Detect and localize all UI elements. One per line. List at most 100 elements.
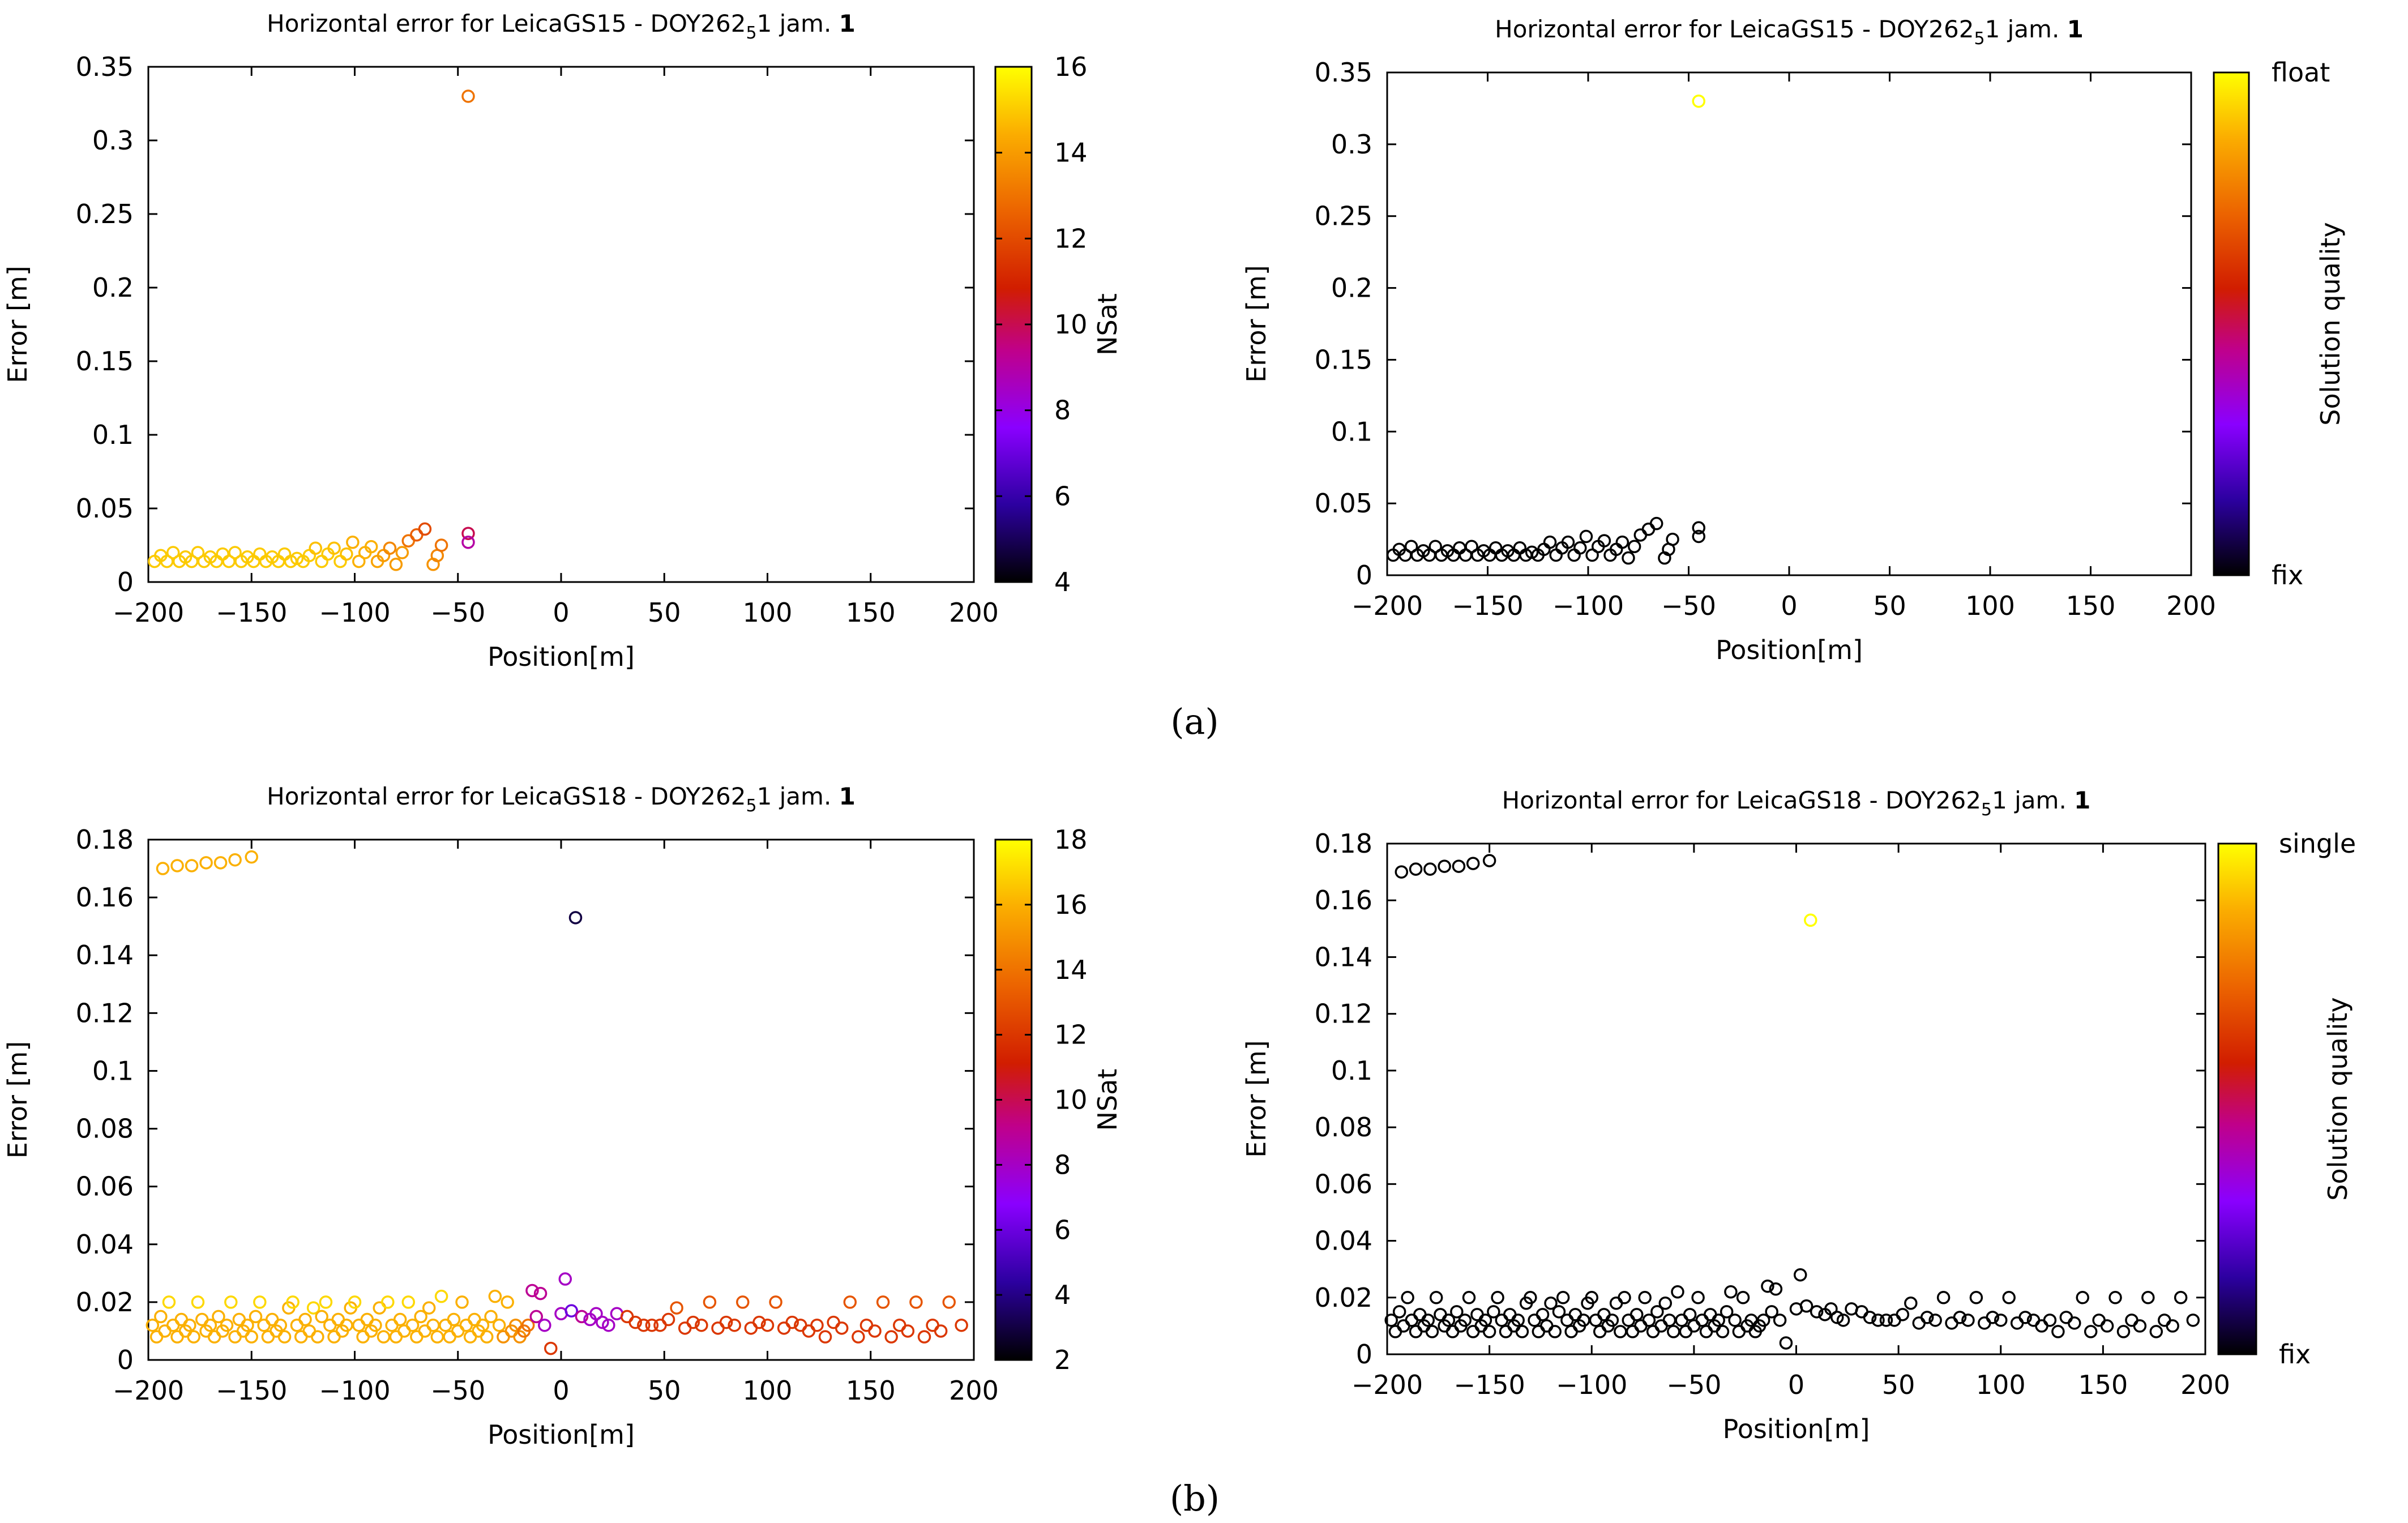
data-point bbox=[232, 1312, 246, 1327]
data-point bbox=[827, 1315, 840, 1329]
data-point bbox=[1549, 548, 1563, 562]
panel-label-a: (a) bbox=[1170, 701, 1218, 742]
data-point bbox=[1728, 1314, 1742, 1327]
y-tick-label: 0.02 bbox=[1315, 1282, 1372, 1313]
data-point bbox=[1425, 1325, 1439, 1338]
data-point bbox=[290, 551, 304, 566]
data-point bbox=[1513, 541, 1527, 555]
data-point bbox=[1453, 541, 1466, 555]
data-point bbox=[1773, 1314, 1787, 1327]
data-point bbox=[1650, 1305, 1664, 1319]
data-point bbox=[589, 1307, 603, 1321]
data-point bbox=[1597, 1308, 1611, 1321]
data-point bbox=[1679, 1325, 1693, 1338]
data-point bbox=[185, 554, 199, 568]
data-point bbox=[284, 554, 298, 568]
data-point bbox=[492, 1318, 506, 1332]
data-point bbox=[1691, 1291, 1705, 1304]
data-point bbox=[443, 1330, 456, 1344]
x-tick-label: 150 bbox=[2066, 591, 2116, 621]
data-point bbox=[195, 1312, 209, 1327]
data-point bbox=[333, 554, 347, 568]
data-point bbox=[653, 1318, 667, 1332]
data-point bbox=[1626, 1325, 1640, 1338]
data-point bbox=[1482, 854, 1496, 867]
x-tick-label: −50 bbox=[1666, 1370, 1721, 1400]
data-point bbox=[1452, 859, 1466, 873]
y-tick-label: 0.18 bbox=[1315, 828, 1372, 859]
data-point bbox=[2158, 1314, 2171, 1327]
data-point bbox=[1716, 1325, 1730, 1338]
x-axis-label: Position[m] bbox=[1716, 635, 1863, 665]
colorbar-tick-label: 8 bbox=[1054, 395, 1071, 426]
y-tick-label: 0.2 bbox=[1331, 273, 1372, 303]
x-tick-label: −50 bbox=[1661, 591, 1716, 621]
data-point bbox=[261, 1330, 275, 1344]
data-point bbox=[568, 911, 583, 925]
y-tick-label: 0.3 bbox=[1331, 129, 1372, 160]
data-point bbox=[1699, 1325, 1713, 1338]
data-point bbox=[418, 522, 432, 536]
data-point bbox=[346, 536, 360, 549]
data-point bbox=[397, 1324, 411, 1338]
data-point bbox=[926, 1318, 939, 1332]
y-tick-label: 0 bbox=[117, 1345, 134, 1375]
colorbar-label: NSat bbox=[1092, 293, 1123, 356]
data-point bbox=[447, 1312, 461, 1327]
data-point bbox=[884, 1330, 898, 1344]
data-point bbox=[785, 1315, 799, 1329]
data-point bbox=[166, 546, 180, 559]
data-point bbox=[1810, 1305, 1824, 1319]
data-point bbox=[1552, 1305, 1566, 1319]
panel-label-b: (b) bbox=[1170, 1478, 1220, 1519]
data-point bbox=[1622, 551, 1635, 565]
data-point bbox=[1556, 1291, 1570, 1304]
data-point bbox=[1654, 1319, 1668, 1333]
data-point bbox=[678, 1321, 692, 1335]
data-point bbox=[1524, 1291, 1537, 1304]
x-tick-label: −200 bbox=[113, 597, 184, 628]
data-point bbox=[711, 1321, 725, 1335]
data-point bbox=[1704, 1308, 1717, 1321]
data-point bbox=[241, 1318, 254, 1332]
colorbar-tick-label: fix bbox=[2272, 560, 2303, 591]
data-point bbox=[1409, 862, 1423, 876]
data-point bbox=[1683, 1308, 1697, 1321]
data-point bbox=[728, 1318, 741, 1332]
x-tick-label: 150 bbox=[846, 597, 896, 628]
data-point bbox=[183, 1318, 196, 1332]
chart-a-left: Horizontal error for LeicaGS15 - DOY2625… bbox=[2, 10, 1123, 672]
data-point bbox=[1397, 1319, 1410, 1333]
x-axis-label: Position[m] bbox=[1723, 1414, 1870, 1444]
data-point bbox=[1618, 1291, 1631, 1304]
data-point bbox=[228, 853, 242, 867]
data-point bbox=[544, 1341, 558, 1355]
data-point bbox=[686, 1315, 700, 1329]
colorbar-tick-label: single bbox=[2279, 828, 2356, 859]
x-tick-label: 50 bbox=[1882, 1370, 1915, 1400]
data-point bbox=[461, 536, 475, 549]
x-tick-label: −150 bbox=[1452, 591, 1523, 621]
data-point bbox=[501, 1295, 514, 1309]
x-tick-label: 50 bbox=[648, 1375, 681, 1406]
data-point bbox=[373, 1301, 386, 1315]
data-point bbox=[1564, 1325, 1578, 1338]
x-tick-label: 100 bbox=[743, 597, 793, 628]
data-point bbox=[207, 1330, 221, 1344]
data-point bbox=[1560, 1314, 1574, 1327]
data-point bbox=[955, 1318, 968, 1332]
x-tick-label: −150 bbox=[216, 597, 287, 628]
data-point bbox=[1936, 1291, 1951, 1304]
data-point bbox=[1392, 1305, 1406, 1319]
data-point bbox=[1994, 1314, 2008, 1327]
colorbar bbox=[2213, 71, 2250, 576]
x-tick-label: 50 bbox=[648, 597, 681, 628]
data-point bbox=[1928, 1314, 1942, 1327]
y-tick-label: 0.16 bbox=[76, 882, 134, 913]
colorbar-tick-label: 12 bbox=[1054, 223, 1088, 254]
data-point bbox=[1421, 1314, 1435, 1327]
data-point bbox=[2043, 1314, 2057, 1327]
data-point bbox=[315, 554, 328, 568]
data-point bbox=[1627, 540, 1641, 554]
